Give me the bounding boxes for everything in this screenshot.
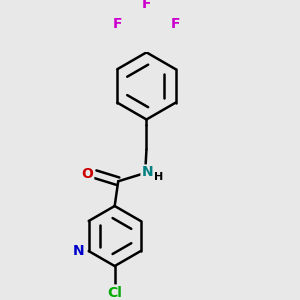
Text: F: F [112, 17, 122, 31]
Text: O: O [81, 167, 93, 181]
Text: N: N [73, 244, 85, 258]
Text: F: F [142, 0, 151, 11]
Text: H: H [154, 172, 164, 182]
Text: Cl: Cl [107, 286, 122, 299]
Text: N: N [142, 166, 153, 179]
Text: F: F [171, 17, 180, 31]
